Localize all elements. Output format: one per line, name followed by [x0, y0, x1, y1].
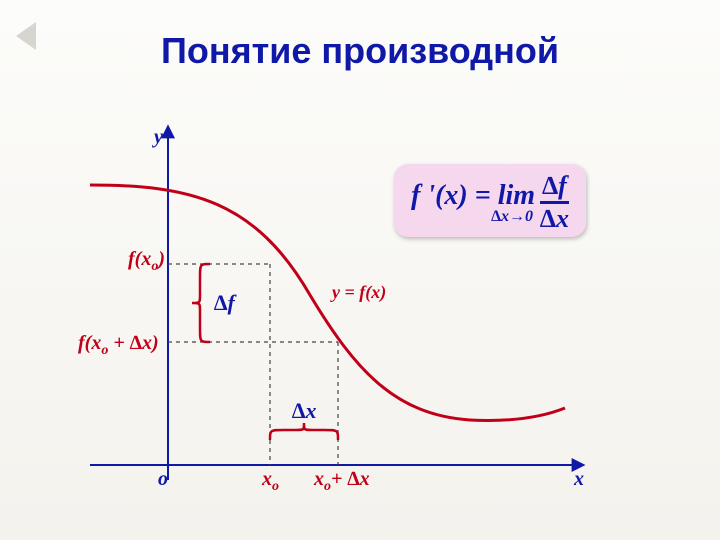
x0dx-label: xo+ ∆x — [314, 468, 370, 495]
formula-denominator: ∆x — [540, 206, 569, 232]
origin-label: o — [158, 468, 168, 491]
x0-label: xo — [262, 468, 279, 495]
delta-x-label: ∆x — [292, 398, 316, 424]
delta-f-label: ∆f — [214, 290, 235, 316]
derivative-formula: f '(x) = lim ∆x→0 ∆f ∆x — [394, 164, 586, 237]
formula-lhs: f '(x) = lim — [411, 180, 535, 211]
formula-numerator: ∆f — [540, 173, 569, 199]
fx0-label: f(xo) — [128, 248, 165, 275]
fx0dx-label: f(xo + ∆x) — [78, 332, 159, 359]
y-axis-label: y — [154, 126, 163, 149]
x-axis-label: x — [574, 468, 584, 491]
brace-df — [192, 264, 210, 342]
brace-dx — [270, 423, 338, 440]
curve-label: y = f(x) — [332, 282, 386, 303]
derivative-diagram — [0, 0, 720, 540]
